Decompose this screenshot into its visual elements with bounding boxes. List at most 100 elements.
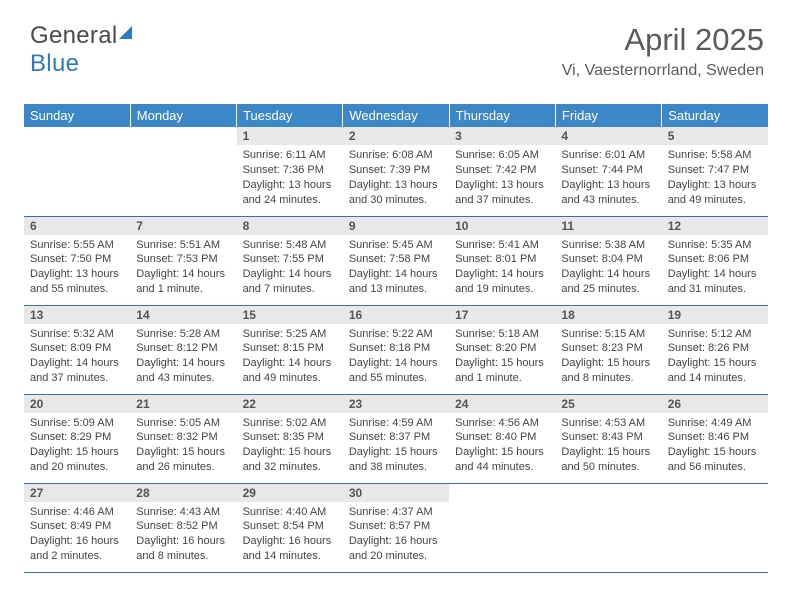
day-number: 21 bbox=[130, 395, 236, 413]
location-subtitle: Vi, Vaesternorrland, Sweden bbox=[562, 62, 764, 80]
day-number: 23 bbox=[343, 395, 449, 413]
weekday-header-row: Sunday Monday Tuesday Wednesday Thursday… bbox=[24, 104, 768, 127]
calendar-day-cell: 28Sunrise: 4:43 AMSunset: 8:52 PMDayligh… bbox=[130, 483, 236, 572]
calendar-day-cell: 18Sunrise: 5:15 AMSunset: 8:23 PMDayligh… bbox=[555, 305, 661, 394]
calendar-week-row: 0.0.1Sunrise: 6:11 AMSunset: 7:36 PMDayl… bbox=[24, 127, 768, 216]
day-details: Sunrise: 6:05 AMSunset: 7:42 PMDaylight:… bbox=[449, 145, 555, 211]
day-details: Sunrise: 6:01 AMSunset: 7:44 PMDaylight:… bbox=[555, 145, 661, 211]
day-number: 3 bbox=[449, 127, 555, 145]
weekday-header: Wednesday bbox=[343, 104, 449, 127]
day-details: Sunrise: 4:40 AMSunset: 8:54 PMDaylight:… bbox=[237, 502, 343, 568]
day-number: 9 bbox=[343, 217, 449, 235]
calendar-day-cell: 14Sunrise: 5:28 AMSunset: 8:12 PMDayligh… bbox=[130, 305, 236, 394]
day-details: Sunrise: 5:02 AMSunset: 8:35 PMDaylight:… bbox=[237, 413, 343, 479]
day-details: Sunrise: 5:22 AMSunset: 8:18 PMDaylight:… bbox=[343, 324, 449, 390]
calendar-day-cell: 15Sunrise: 5:25 AMSunset: 8:15 PMDayligh… bbox=[237, 305, 343, 394]
day-details: Sunrise: 5:09 AMSunset: 8:29 PMDaylight:… bbox=[24, 413, 130, 479]
day-number: 7 bbox=[130, 217, 236, 235]
day-number: 1 bbox=[237, 127, 343, 145]
day-details: Sunrise: 5:55 AMSunset: 7:50 PMDaylight:… bbox=[24, 235, 130, 301]
calendar-day-cell: 8Sunrise: 5:48 AMSunset: 7:55 PMDaylight… bbox=[237, 216, 343, 305]
calendar-day-cell: 1Sunrise: 6:11 AMSunset: 7:36 PMDaylight… bbox=[237, 127, 343, 216]
day-details: Sunrise: 5:15 AMSunset: 8:23 PMDaylight:… bbox=[555, 324, 661, 390]
day-details: Sunrise: 5:32 AMSunset: 8:09 PMDaylight:… bbox=[24, 324, 130, 390]
day-number: 28 bbox=[130, 484, 236, 502]
day-details: Sunrise: 5:58 AMSunset: 7:47 PMDaylight:… bbox=[662, 145, 768, 211]
calendar-day-cell: 25Sunrise: 4:53 AMSunset: 8:43 PMDayligh… bbox=[555, 394, 661, 483]
calendar-day-cell: 22Sunrise: 5:02 AMSunset: 8:35 PMDayligh… bbox=[237, 394, 343, 483]
day-number: 16 bbox=[343, 306, 449, 324]
day-number: 10 bbox=[449, 217, 555, 235]
logo-text-1: General bbox=[30, 22, 117, 49]
calendar-day-cell: 29Sunrise: 4:40 AMSunset: 8:54 PMDayligh… bbox=[237, 483, 343, 572]
month-title: April 2025 bbox=[562, 22, 764, 58]
calendar-day-cell: 19Sunrise: 5:12 AMSunset: 8:26 PMDayligh… bbox=[662, 305, 768, 394]
day-number: 18 bbox=[555, 306, 661, 324]
calendar-week-row: 27Sunrise: 4:46 AMSunset: 8:49 PMDayligh… bbox=[24, 483, 768, 572]
weekday-header: Thursday bbox=[449, 104, 555, 127]
weekday-header: Tuesday bbox=[237, 104, 343, 127]
calendar-day-cell: 5Sunrise: 5:58 AMSunset: 7:47 PMDaylight… bbox=[662, 127, 768, 216]
day-details: Sunrise: 5:45 AMSunset: 7:58 PMDaylight:… bbox=[343, 235, 449, 301]
day-details: Sunrise: 4:43 AMSunset: 8:52 PMDaylight:… bbox=[130, 502, 236, 568]
day-details: Sunrise: 4:49 AMSunset: 8:46 PMDaylight:… bbox=[662, 413, 768, 479]
day-number: 2 bbox=[343, 127, 449, 145]
calendar-day-cell: 24Sunrise: 4:56 AMSunset: 8:40 PMDayligh… bbox=[449, 394, 555, 483]
calendar-day-cell: 6Sunrise: 5:55 AMSunset: 7:50 PMDaylight… bbox=[24, 216, 130, 305]
day-number: 15 bbox=[237, 306, 343, 324]
day-details: Sunrise: 4:46 AMSunset: 8:49 PMDaylight:… bbox=[24, 502, 130, 568]
weekday-header: Monday bbox=[130, 104, 236, 127]
day-details: Sunrise: 5:28 AMSunset: 8:12 PMDaylight:… bbox=[130, 324, 236, 390]
day-number: 30 bbox=[343, 484, 449, 502]
day-details: Sunrise: 5:48 AMSunset: 7:55 PMDaylight:… bbox=[237, 235, 343, 301]
calendar-day-cell: 2Sunrise: 6:08 AMSunset: 7:39 PMDaylight… bbox=[343, 127, 449, 216]
day-number: 13 bbox=[24, 306, 130, 324]
calendar-table: Sunday Monday Tuesday Wednesday Thursday… bbox=[24, 104, 768, 573]
day-number: 24 bbox=[449, 395, 555, 413]
calendar-day-cell: 20Sunrise: 5:09 AMSunset: 8:29 PMDayligh… bbox=[24, 394, 130, 483]
weekday-header: Sunday bbox=[24, 104, 130, 127]
day-details: Sunrise: 5:51 AMSunset: 7:53 PMDaylight:… bbox=[130, 235, 236, 301]
weekday-header: Saturday bbox=[662, 104, 768, 127]
day-details: Sunrise: 5:35 AMSunset: 8:06 PMDaylight:… bbox=[662, 235, 768, 301]
day-number: 11 bbox=[555, 217, 661, 235]
calendar-day-cell: 23Sunrise: 4:59 AMSunset: 8:37 PMDayligh… bbox=[343, 394, 449, 483]
day-number: 4 bbox=[555, 127, 661, 145]
day-details: Sunrise: 4:53 AMSunset: 8:43 PMDaylight:… bbox=[555, 413, 661, 479]
day-details: Sunrise: 6:08 AMSunset: 7:39 PMDaylight:… bbox=[343, 145, 449, 211]
calendar-day-cell: 27Sunrise: 4:46 AMSunset: 8:49 PMDayligh… bbox=[24, 483, 130, 572]
calendar-day-cell: 26Sunrise: 4:49 AMSunset: 8:46 PMDayligh… bbox=[662, 394, 768, 483]
day-number: 27 bbox=[24, 484, 130, 502]
day-number: 8 bbox=[237, 217, 343, 235]
calendar-blank-cell: 0. bbox=[130, 127, 236, 216]
day-details: Sunrise: 4:37 AMSunset: 8:57 PMDaylight:… bbox=[343, 502, 449, 568]
day-number: 19 bbox=[662, 306, 768, 324]
day-number: 25 bbox=[555, 395, 661, 413]
day-number: 20 bbox=[24, 395, 130, 413]
calendar-day-cell: 13Sunrise: 5:32 AMSunset: 8:09 PMDayligh… bbox=[24, 305, 130, 394]
day-number: 26 bbox=[662, 395, 768, 413]
calendar-week-row: 20Sunrise: 5:09 AMSunset: 8:29 PMDayligh… bbox=[24, 394, 768, 483]
calendar-day-cell: 9Sunrise: 5:45 AMSunset: 7:58 PMDaylight… bbox=[343, 216, 449, 305]
day-number: 22 bbox=[237, 395, 343, 413]
day-number: 6 bbox=[24, 217, 130, 235]
title-block: April 2025 Vi, Vaesternorrland, Sweden bbox=[562, 22, 764, 80]
calendar-blank-cell: 0. bbox=[24, 127, 130, 216]
day-number: 12 bbox=[662, 217, 768, 235]
calendar-blank-cell: 0. bbox=[555, 483, 661, 572]
day-details: Sunrise: 5:41 AMSunset: 8:01 PMDaylight:… bbox=[449, 235, 555, 301]
calendar-day-cell: 12Sunrise: 5:35 AMSunset: 8:06 PMDayligh… bbox=[662, 216, 768, 305]
calendar-day-cell: 21Sunrise: 5:05 AMSunset: 8:32 PMDayligh… bbox=[130, 394, 236, 483]
calendar-day-cell: 3Sunrise: 6:05 AMSunset: 7:42 PMDaylight… bbox=[449, 127, 555, 216]
day-number: 29 bbox=[237, 484, 343, 502]
day-details: Sunrise: 5:12 AMSunset: 8:26 PMDaylight:… bbox=[662, 324, 768, 390]
calendar-day-cell: 17Sunrise: 5:18 AMSunset: 8:20 PMDayligh… bbox=[449, 305, 555, 394]
logo-triangle-icon bbox=[119, 26, 132, 39]
day-details: Sunrise: 4:59 AMSunset: 8:37 PMDaylight:… bbox=[343, 413, 449, 479]
calendar-week-row: 13Sunrise: 5:32 AMSunset: 8:09 PMDayligh… bbox=[24, 305, 768, 394]
calendar-week-row: 6Sunrise: 5:55 AMSunset: 7:50 PMDaylight… bbox=[24, 216, 768, 305]
day-details: Sunrise: 5:18 AMSunset: 8:20 PMDaylight:… bbox=[449, 324, 555, 390]
day-number: 5 bbox=[662, 127, 768, 145]
weekday-header: Friday bbox=[555, 104, 661, 127]
day-number: 14 bbox=[130, 306, 236, 324]
